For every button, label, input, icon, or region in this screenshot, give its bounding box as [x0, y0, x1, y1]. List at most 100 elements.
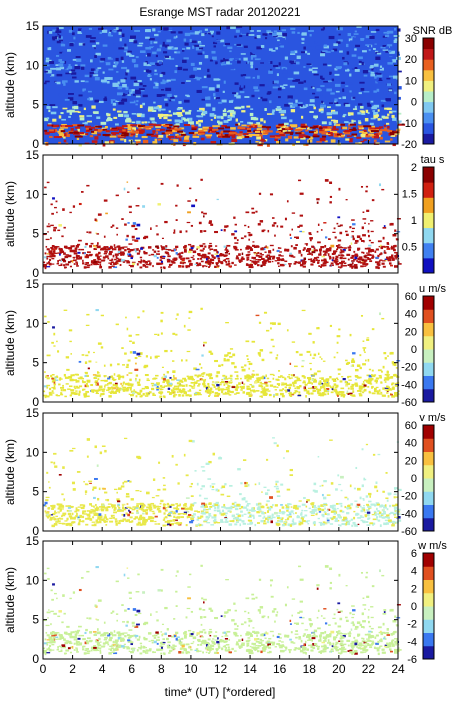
data-point [379, 505, 382, 508]
data-point [57, 350, 60, 353]
snr-cell [383, 46, 388, 49]
data-point [255, 245, 259, 248]
data-point [360, 516, 365, 518]
snr-cell [396, 120, 402, 123]
data-point [209, 265, 211, 267]
snr-cell [69, 109, 75, 113]
snr-cell [193, 67, 197, 71]
y-axis-label: altitude (km) [3, 310, 17, 376]
snr-cell [203, 75, 207, 79]
data-point [181, 251, 184, 254]
data-point [390, 255, 394, 258]
data-point [296, 377, 300, 380]
data-point [385, 472, 388, 474]
data-point [168, 382, 173, 385]
data-point [159, 385, 162, 388]
data-point [123, 246, 128, 248]
snr-cell [153, 98, 158, 101]
snr-cell [183, 57, 189, 60]
snr-cell [126, 124, 133, 127]
data-point [105, 212, 108, 215]
data-point [51, 254, 56, 258]
data-point [86, 184, 90, 187]
snr-cell [248, 34, 255, 36]
data-point [335, 245, 339, 247]
data-point [69, 211, 72, 214]
snr-cell [110, 31, 114, 35]
data-point [153, 377, 158, 380]
data-point [224, 512, 228, 515]
snr-cell [376, 52, 382, 55]
data-point [284, 519, 287, 521]
snr-cell [237, 60, 241, 64]
data-point [118, 391, 121, 394]
data-point [43, 385, 48, 388]
snr-cell [240, 84, 244, 88]
data-point [380, 513, 385, 515]
data-point [56, 211, 58, 214]
data-point [340, 394, 345, 396]
data-point [383, 504, 386, 507]
data-point [335, 255, 339, 259]
data-point [104, 250, 108, 253]
snr-cell [213, 116, 217, 119]
snr-cell [58, 141, 62, 145]
data-point [320, 504, 325, 507]
data-point [146, 506, 149, 509]
data-point [319, 393, 322, 396]
data-point [329, 324, 333, 327]
data-point [113, 244, 116, 247]
data-point [387, 395, 390, 398]
data-point [198, 393, 202, 396]
snr-cell [228, 82, 232, 85]
data-point [307, 253, 311, 255]
snr-cell [46, 117, 50, 120]
snr-cell [235, 118, 238, 122]
snr-cell [270, 68, 273, 71]
data-point [52, 516, 55, 518]
data-point [175, 219, 178, 221]
data-point [377, 510, 380, 512]
data-point [241, 256, 244, 259]
snr-cell [127, 127, 133, 131]
data-point [185, 474, 189, 477]
data-point [196, 482, 199, 486]
snr-cell [49, 135, 53, 138]
data-point [268, 506, 271, 509]
data-point [228, 382, 233, 384]
snr-cell [222, 112, 227, 117]
data-point [367, 358, 370, 362]
data-point [341, 247, 344, 249]
snr-cell [59, 65, 63, 68]
data-point [75, 385, 79, 388]
data-point [260, 264, 263, 268]
data-point [370, 220, 374, 222]
data-point [252, 390, 256, 393]
snr-cell [254, 130, 260, 133]
data-point [182, 384, 185, 387]
data-point [390, 246, 394, 250]
snr-cell [340, 123, 346, 126]
data-point [83, 393, 88, 396]
data-point [317, 241, 321, 244]
data-point [317, 390, 320, 393]
data-point [192, 386, 196, 389]
data-point [326, 248, 330, 251]
data-point [271, 513, 274, 517]
snr-cell [266, 89, 271, 93]
data-point [340, 387, 345, 390]
snr-cell [73, 131, 79, 134]
snr-cell [145, 56, 150, 60]
data-point [160, 395, 163, 398]
snr-cell [85, 80, 89, 83]
snr-cell [171, 78, 176, 81]
data-point [61, 250, 65, 254]
snr-cell [281, 97, 285, 101]
data-point [342, 378, 346, 381]
data-point [366, 209, 370, 212]
data-point [359, 376, 362, 379]
snr-cell [344, 121, 349, 124]
snr-cell [388, 89, 393, 92]
data-point [240, 237, 244, 240]
snr-cell [46, 73, 52, 76]
